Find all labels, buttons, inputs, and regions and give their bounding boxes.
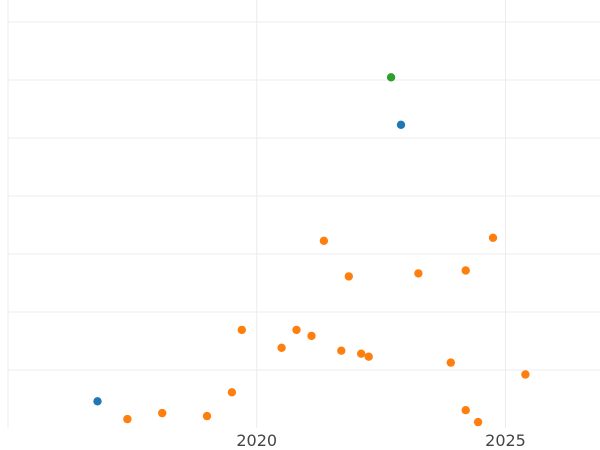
data-point — [344, 272, 353, 281]
x-tick-label: 2020 — [236, 431, 277, 450]
data-point — [227, 388, 237, 397]
data-point — [461, 406, 470, 415]
data-point — [277, 343, 286, 352]
x-tick-label: 2025 — [485, 431, 526, 450]
data-point — [237, 325, 246, 335]
data-point — [414, 269, 423, 278]
data-point — [386, 73, 396, 82]
data-point — [93, 397, 102, 406]
data-point — [488, 233, 498, 242]
points-layer — [93, 73, 530, 427]
data-point — [357, 349, 366, 358]
data-point — [461, 266, 470, 275]
data-point — [521, 370, 530, 379]
data-point — [473, 417, 483, 427]
data-point — [307, 331, 316, 341]
data-point — [337, 346, 346, 355]
data-point — [202, 411, 212, 421]
data-point — [123, 414, 132, 424]
data-point — [446, 358, 455, 367]
data-point — [158, 408, 167, 418]
data-point — [396, 120, 406, 129]
data-point — [292, 325, 301, 335]
data-point — [364, 352, 373, 361]
x-tick-labels: 2020 2025 — [236, 431, 526, 450]
data-point — [319, 236, 329, 245]
grid-layer — [7, 0, 600, 428]
